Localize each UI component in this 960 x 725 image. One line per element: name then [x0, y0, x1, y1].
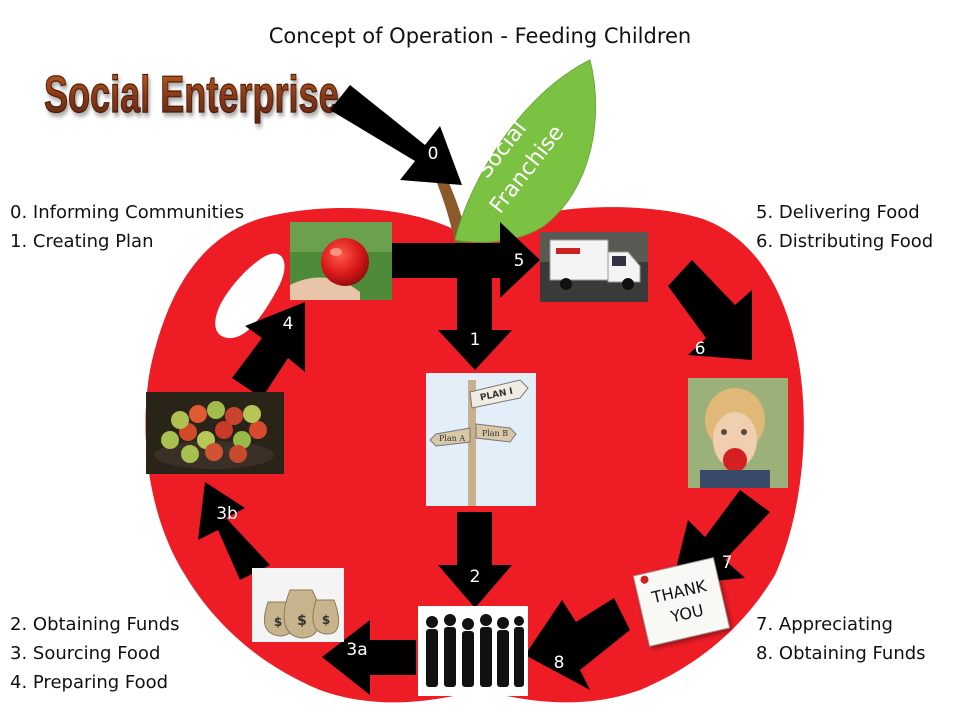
- arrow-2-label: 2: [470, 567, 481, 587]
- arrow-0-label: 0: [428, 144, 439, 164]
- legend-item: 8. Obtaining Funds: [756, 639, 926, 668]
- photo-signpost: PLAN I Plan A Plan B: [426, 373, 536, 506]
- legend-item: 2. Obtaining Funds: [10, 610, 180, 639]
- signpost-plan-b: Plan B: [482, 429, 508, 438]
- arrow-1-label: 1: [470, 330, 481, 350]
- legend-top-right: 5. Delivering Food 6. Distributing Food: [756, 198, 933, 256]
- arrow-5-label: 5: [514, 251, 525, 271]
- arrow-3a-label: 3a: [346, 640, 367, 660]
- legend-item: 1. Creating Plan: [10, 227, 244, 256]
- legend-item: 4. Preparing Food: [10, 668, 180, 697]
- photo-child-eating: [688, 378, 788, 488]
- legend-top-left: 0. Informing Communities 1. Creating Pla…: [10, 198, 244, 256]
- legend-item: 0. Informing Communities: [10, 198, 244, 227]
- diagram-title: Concept of Operation - Feeding Children: [0, 24, 960, 48]
- legend-item: 5. Delivering Food: [756, 198, 933, 227]
- photo-money-bags: $ $ $: [252, 568, 344, 642]
- arrow-0: [330, 85, 462, 185]
- photo-fruit-bowl: [146, 392, 284, 474]
- arrow-7-label: 7: [722, 553, 733, 573]
- arrow-3b-label: 3b: [216, 504, 238, 524]
- social-enterprise-logo: Social Enterprise: [44, 67, 339, 124]
- legend-item: 3. Sourcing Food: [10, 639, 180, 668]
- arrow-6-label: 6: [695, 339, 706, 359]
- arrow-8-label: 8: [554, 653, 565, 673]
- photo-delivery-truck: [540, 232, 648, 302]
- legend-item: 6. Distributing Food: [756, 227, 933, 256]
- arrow-4-label: 4: [283, 314, 294, 334]
- dollar-sign-3: $: [322, 613, 330, 627]
- signpost-plan-a: Plan A: [439, 434, 465, 443]
- legend-bottom-right: 7. Appreciating 8. Obtaining Funds: [756, 610, 926, 668]
- legend-item: 7. Appreciating: [756, 610, 926, 639]
- legend-bottom-left: 2. Obtaining Funds 3. Sourcing Food 4. P…: [10, 610, 180, 697]
- photo-business-people: [418, 606, 528, 696]
- photo-hand-apple: [290, 222, 392, 300]
- dollar-sign-1: $: [274, 615, 282, 629]
- dollar-sign-2: $: [297, 613, 307, 629]
